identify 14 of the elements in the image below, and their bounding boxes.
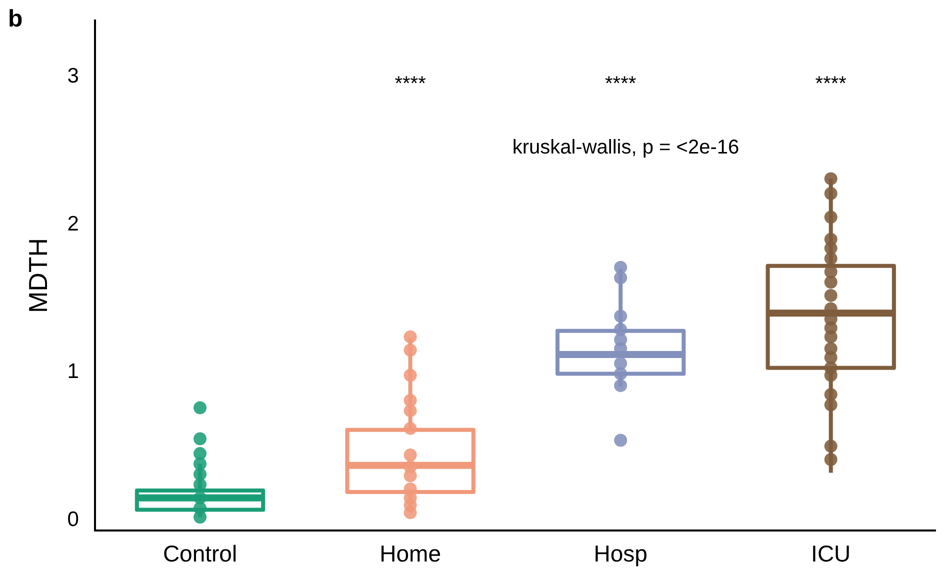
x-tick-label: Hosp: [594, 540, 648, 567]
x-tick-label: ICU: [811, 540, 851, 567]
annotation: ****: [394, 72, 426, 95]
x-tick-label: Control: [162, 540, 238, 567]
y-tick-label: 0: [67, 508, 79, 531]
annotation: kruskal-wallis, p = <2e-16: [512, 136, 740, 159]
annotation: ****: [605, 72, 636, 95]
y-tick-label: 2: [67, 212, 79, 236]
y-axis-title: MDTH: [22, 238, 53, 314]
text: b: [8, 6, 23, 33]
annotation: ****: [815, 72, 847, 95]
x-tick-label: Home: [380, 540, 441, 567]
y-tick-label: 3: [67, 64, 79, 88]
y-tick-label: 1: [67, 360, 79, 384]
